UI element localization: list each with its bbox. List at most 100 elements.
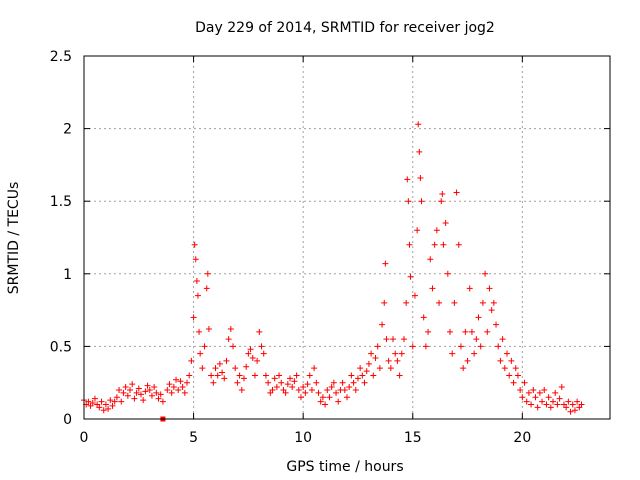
data-point	[385, 357, 392, 364]
data-point	[199, 365, 206, 372]
data-point	[477, 343, 484, 350]
data-point	[120, 389, 127, 396]
data-point	[449, 350, 456, 357]
data-point	[482, 270, 489, 277]
y-tick-label: 0.5	[50, 339, 72, 355]
x-tick-labels: 0 5 10 15 20	[80, 430, 532, 446]
data-point	[98, 398, 105, 405]
data-point	[552, 389, 559, 396]
data-point	[191, 241, 198, 248]
data-point	[436, 299, 443, 306]
data-point	[468, 328, 475, 335]
data-point	[245, 350, 252, 357]
data-point	[417, 174, 424, 181]
y-tick-labels: 0 0.5 1 1.5 2 2.5	[50, 49, 72, 428]
data-point	[346, 384, 353, 391]
data-point	[541, 386, 548, 393]
data-point	[571, 407, 578, 414]
data-point	[335, 398, 342, 405]
data-point	[295, 386, 302, 393]
data-point	[326, 394, 333, 401]
data-point	[116, 386, 123, 393]
data-point	[534, 404, 541, 411]
data-point	[205, 325, 212, 332]
data-point	[563, 404, 570, 411]
data-point	[181, 389, 188, 396]
data-point	[190, 314, 197, 321]
data-point	[530, 386, 537, 393]
data-point	[486, 285, 493, 292]
data-point	[168, 389, 175, 396]
data-point	[177, 378, 184, 385]
data-point	[276, 372, 283, 379]
data-point	[192, 256, 199, 263]
data-point	[440, 241, 447, 248]
data-point	[374, 343, 381, 350]
data-point	[137, 391, 144, 398]
data-point	[350, 379, 357, 386]
data-point	[466, 285, 473, 292]
y-tick-label: 1.5	[50, 194, 72, 210]
data-point	[370, 372, 377, 379]
data-point	[204, 270, 211, 277]
data-point	[144, 382, 151, 389]
data-point	[409, 343, 416, 350]
data-point	[197, 350, 204, 357]
data-point	[179, 384, 186, 391]
data-point	[100, 407, 107, 414]
data-point	[140, 397, 147, 404]
data-point	[300, 384, 307, 391]
data-point	[490, 299, 497, 306]
chart-title: Day 229 of 2014, SRMTID for receiver jog…	[195, 20, 495, 36]
data-point	[230, 343, 237, 350]
data-point	[464, 357, 471, 364]
data-point	[396, 372, 403, 379]
data-point	[113, 394, 120, 401]
data-point	[102, 401, 109, 408]
axis-ticks	[83, 55, 610, 420]
data-point	[574, 398, 581, 405]
data-point	[425, 328, 432, 335]
data-point	[289, 384, 296, 391]
data-point	[427, 256, 434, 263]
data-point	[131, 395, 138, 402]
data-point	[313, 379, 320, 386]
data-point	[415, 121, 422, 128]
data-point	[376, 365, 383, 372]
data-point	[322, 401, 329, 408]
data-point	[339, 379, 346, 386]
data-point	[208, 372, 215, 379]
data-point	[460, 365, 467, 372]
data-point	[262, 372, 269, 379]
data-point	[503, 350, 510, 357]
data-point	[269, 386, 276, 393]
data-point	[91, 395, 98, 402]
data-point	[166, 381, 173, 388]
data-point	[455, 241, 462, 248]
data-point	[247, 346, 254, 353]
data-point	[243, 363, 250, 370]
data-point	[173, 376, 180, 383]
data-point	[414, 227, 421, 234]
grid-lines	[84, 56, 610, 419]
data-point	[333, 389, 340, 396]
data-point	[330, 379, 337, 386]
data-point	[153, 389, 160, 396]
data-point	[278, 379, 285, 386]
data-point	[438, 198, 445, 205]
data-point	[304, 381, 311, 388]
data-point	[381, 299, 388, 306]
data-point	[523, 398, 530, 405]
data-point	[387, 365, 394, 372]
data-point	[284, 381, 291, 388]
data-point	[258, 343, 265, 350]
data-point	[127, 386, 134, 393]
data-point	[372, 355, 379, 362]
data-point	[471, 350, 478, 357]
data-point	[273, 384, 280, 391]
data-point	[223, 357, 230, 364]
data-point	[164, 386, 171, 393]
data-point	[170, 384, 177, 391]
data-point	[293, 372, 300, 379]
data-point	[212, 365, 219, 372]
